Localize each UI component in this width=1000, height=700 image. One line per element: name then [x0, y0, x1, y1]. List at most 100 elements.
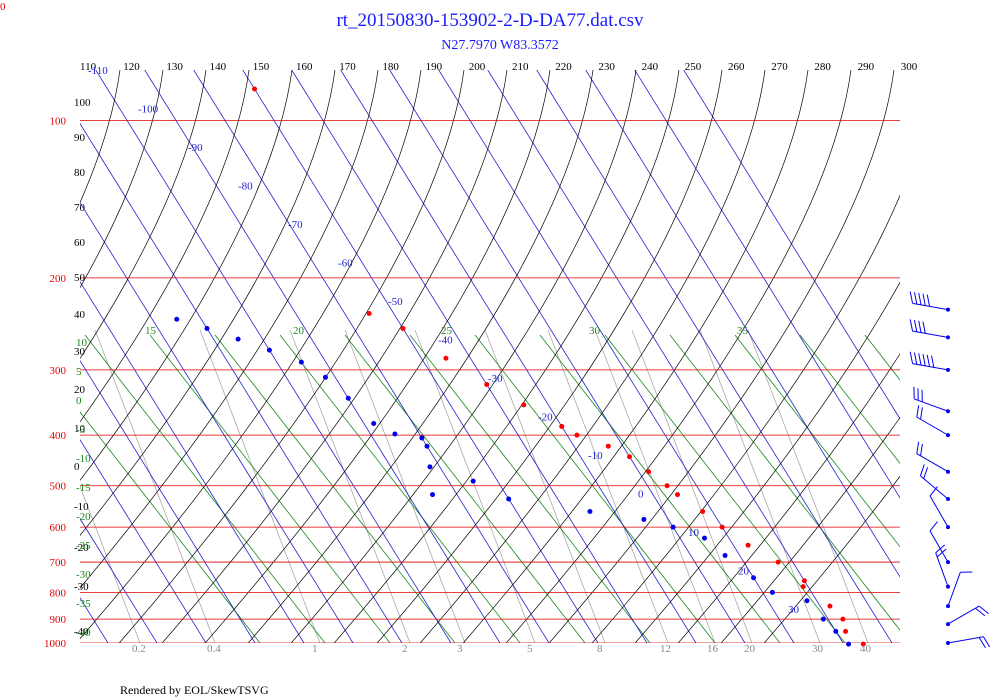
- isotherm-label: -20: [538, 412, 553, 424]
- isotherm-line: [487, 70, 844, 643]
- mixing-ratio-label: 1: [312, 643, 318, 655]
- dry-adiabat-line: [419, 70, 766, 643]
- wind-barb-staff: [947, 605, 980, 625]
- theta-e-label: 30: [589, 325, 601, 337]
- wind-barb-dot: [946, 604, 950, 609]
- theta-top-label: 140: [210, 61, 227, 73]
- temperature-point: [664, 483, 670, 489]
- isotherm-label: -100: [138, 104, 159, 116]
- theta-e-left-label: -15: [76, 482, 91, 494]
- dewpoint-point: [204, 325, 210, 331]
- dry-adiabat-line: [80, 70, 379, 589]
- theta-e-line: [474, 334, 716, 643]
- theta-e-line: [80, 411, 261, 643]
- dry-adiabat-line: [763, 475, 900, 643]
- isotherm-label: -30: [488, 373, 503, 385]
- dewpoint-point: [820, 616, 826, 622]
- theta-e-left-label: -10: [76, 453, 91, 465]
- temperature-point: [559, 423, 565, 429]
- dry-adiabat-line: [333, 70, 680, 643]
- wind-barb-staff: [912, 363, 949, 371]
- mixing-ratio-line: [631, 329, 753, 643]
- dewpoint-point: [470, 478, 476, 484]
- pressure-tick-label: 400: [50, 430, 67, 442]
- mixing-ratio-line: [289, 329, 411, 643]
- temperature-point: [801, 578, 807, 584]
- theta-left-label: -20: [74, 542, 89, 554]
- isotherm-label: -50: [388, 296, 403, 308]
- wind-barb-dot: [946, 469, 950, 474]
- wind-barb-feather: [920, 407, 923, 420]
- wind-barb-feather: [913, 292, 918, 305]
- theta-e-line: [539, 334, 781, 643]
- theta-e-label: 35: [737, 325, 749, 337]
- mixing-ratio-line: [747, 329, 869, 643]
- dry-adiabat-line: [118, 70, 465, 643]
- theta-e-left-label: 0: [76, 395, 82, 407]
- wind-barb-dot: [946, 622, 950, 627]
- wind-barb-feather: [926, 294, 931, 307]
- dry-adiabat-line: [720, 416, 900, 643]
- wind-barb-feather: [975, 607, 986, 617]
- temperature-point: [605, 443, 611, 449]
- wind-barb-dot: [946, 641, 950, 645]
- wind-barb-feather: [918, 320, 922, 333]
- dry-adiabat-line: [634, 281, 900, 643]
- isotherm-label: 20: [738, 566, 750, 578]
- theta-e-line: [344, 334, 586, 643]
- isotherm-label: 10: [688, 527, 700, 539]
- wind-barb-staff: [920, 475, 949, 500]
- chart-grid: [80, 70, 900, 643]
- wind-barb-feather: [929, 521, 938, 532]
- isotherm-label: -80: [238, 181, 253, 193]
- theta-left-label: -30: [74, 581, 89, 593]
- dewpoint-point: [322, 374, 328, 380]
- theta-top-label: 130: [166, 61, 183, 73]
- theta-e-line: [799, 334, 900, 465]
- dewpoint-point: [751, 575, 757, 581]
- mixing-ratio-label: 8: [597, 643, 603, 655]
- wind-barb-dot: [946, 307, 950, 312]
- isotherm-line: [536, 70, 893, 643]
- isotherm-label: -70: [288, 219, 303, 231]
- theta-e-left-label: 5: [76, 366, 82, 378]
- theta-e-line: [84, 334, 326, 643]
- temperature-point: [400, 325, 406, 331]
- mixing-ratio-label: 40: [860, 643, 872, 655]
- wind-barb-feather: [913, 320, 918, 332]
- isotherm-line: [95, 70, 452, 643]
- dewpoint-point: [722, 553, 728, 559]
- dry-adiabat-line: [80, 70, 207, 360]
- mixing-ratio-label: 12: [660, 643, 671, 655]
- dewpoint-point: [298, 359, 304, 365]
- dry-adiabat-line: [204, 70, 551, 643]
- wind-barb-staff: [912, 330, 949, 338]
- isotherm-line: [80, 518, 158, 643]
- wind-barb-feather: [922, 321, 926, 334]
- isotherm-label: -40: [438, 335, 453, 347]
- dry-adiabat-line: [80, 70, 164, 289]
- pressure-tick-label: 1000: [44, 638, 67, 650]
- dry-adiabat-line: [505, 70, 852, 643]
- pressure-tick-label: 900: [50, 614, 67, 626]
- theta-e-line: [149, 334, 391, 643]
- isotherm-label: -90: [188, 142, 203, 154]
- theta-e-line: [734, 334, 900, 548]
- wind-barb-staff: [935, 552, 949, 587]
- isotherm-line: [389, 70, 746, 643]
- wind-barb-feather: [923, 467, 929, 479]
- wind-barb-dot: [946, 409, 950, 414]
- theta-left-label: 0: [74, 461, 80, 473]
- isotherm-line: [585, 70, 900, 578]
- mixing-ratio-line: [94, 329, 216, 643]
- theta-top-label: 150: [253, 61, 270, 73]
- temperature-point: [840, 616, 846, 622]
- dewpoint-point: [833, 628, 839, 634]
- dry-adiabat-line: [376, 70, 723, 643]
- temperature-point: [627, 454, 633, 460]
- dewpoint-point: [702, 535, 708, 541]
- dewpoint-point: [846, 641, 852, 647]
- mixing-ratio-label: 2: [402, 643, 408, 655]
- pressure-tick-label: 500: [50, 481, 67, 493]
